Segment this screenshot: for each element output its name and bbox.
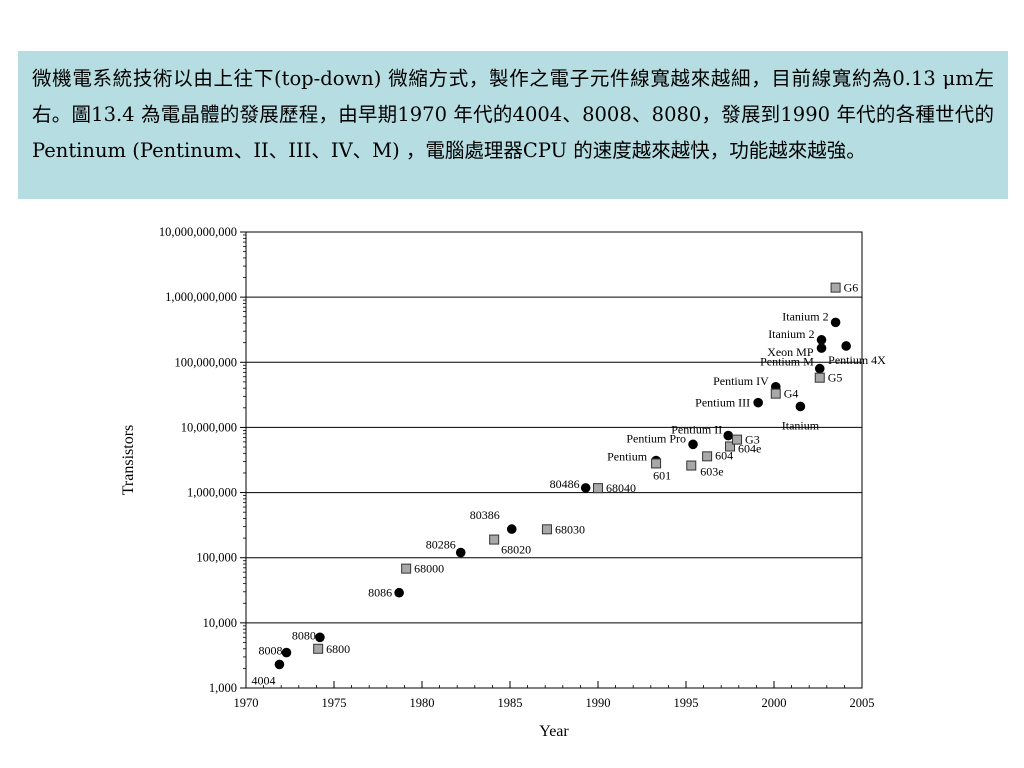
point-label: Itanium 2 bbox=[782, 309, 828, 323]
y-tick-label: 100,000,000 bbox=[175, 355, 238, 369]
circle-marker bbox=[830, 317, 841, 328]
circle-marker bbox=[841, 341, 851, 351]
point-labels: 4004 8008 8080 8086 80286 80386 80486 Pentium Pe… bbox=[251, 281, 886, 688]
point-label: Pentium 4X bbox=[828, 353, 886, 367]
point-label: G5 bbox=[828, 371, 843, 385]
circle-marker bbox=[753, 397, 763, 408]
axes: 1,000 10,000 100,000 1,000,000 10,000,000 100… bbox=[159, 225, 875, 710]
x-axis-title: Year bbox=[539, 723, 569, 740]
x-tick-label: 2000 bbox=[762, 696, 787, 710]
point-label: 8008 bbox=[258, 644, 282, 658]
point-label: 4004 bbox=[251, 673, 275, 687]
circle-marker bbox=[281, 647, 292, 658]
circle-marker bbox=[274, 659, 285, 670]
caption-box: 微機電系統技術以由上往下(top-down) 微縮方式，製作之電子元件線寬越來越… bbox=[18, 51, 1008, 199]
square-marker bbox=[401, 563, 412, 574]
caption-text: 微機電系統技術以由上往下(top-down) 微縮方式，製作之電子元件線寬越來越… bbox=[32, 67, 994, 162]
square-marker bbox=[651, 458, 662, 469]
point-label: 8086 bbox=[368, 586, 392, 600]
circle-marker bbox=[506, 524, 517, 534]
x-tick-label: 1990 bbox=[586, 696, 611, 710]
circle-marker bbox=[688, 439, 698, 450]
square-marker bbox=[830, 282, 841, 293]
point-label: 68000 bbox=[414, 562, 444, 576]
point-label: G4 bbox=[784, 387, 799, 401]
square-marker bbox=[593, 483, 603, 494]
point-label: 8080 bbox=[292, 628, 316, 642]
point-label: 68040 bbox=[606, 481, 636, 495]
y-tick-label: 1,000,000,000 bbox=[165, 290, 237, 304]
point-label: 604e bbox=[738, 441, 761, 455]
point-label: 68020 bbox=[501, 543, 531, 557]
data-points bbox=[274, 282, 851, 670]
y-tick-label: 10,000,000,000 bbox=[159, 225, 237, 239]
y-tick-label: 1,000,000 bbox=[187, 486, 237, 500]
point-label: Pentium bbox=[607, 450, 648, 464]
point-label: Itanium bbox=[782, 418, 820, 432]
y-tick-label: 10,000 bbox=[203, 616, 237, 630]
circle-marker bbox=[816, 335, 827, 345]
point-label: 68030 bbox=[555, 522, 585, 536]
x-tick-label: 2005 bbox=[850, 696, 875, 710]
y-tick-label: 100,000 bbox=[196, 551, 237, 565]
circle-marker bbox=[580, 483, 591, 493]
point-label: 601 bbox=[653, 468, 671, 482]
plot-frame bbox=[245, 231, 863, 689]
point-label: G3 bbox=[745, 433, 760, 447]
point-label: 80286 bbox=[426, 538, 456, 552]
circle-marker bbox=[394, 587, 404, 598]
x-tick-label: 1970 bbox=[234, 696, 259, 710]
point-label: Pentium Pro bbox=[626, 431, 686, 445]
point-label: Pentium III bbox=[695, 396, 750, 410]
point-label: 604 bbox=[715, 448, 733, 462]
point-label: 80386 bbox=[470, 508, 500, 522]
circle-marker bbox=[315, 632, 325, 643]
square-marker bbox=[770, 388, 781, 399]
square-marker bbox=[489, 534, 500, 545]
square-marker bbox=[702, 451, 713, 462]
grid-lines bbox=[246, 296, 862, 624]
transistor-chart: 1,000 10,000 100,000 1,000,000 10,000,000 100… bbox=[120, 225, 886, 740]
point-label: Pentium II bbox=[671, 423, 722, 437]
circle-marker bbox=[816, 343, 827, 353]
x-tick-label: 1980 bbox=[410, 696, 435, 710]
square-marker bbox=[732, 434, 743, 445]
circle-marker bbox=[455, 547, 466, 558]
point-label: Itanium 2 bbox=[768, 327, 814, 341]
point-label: 603e bbox=[700, 465, 723, 479]
circle-marker bbox=[795, 401, 806, 412]
square-marker bbox=[541, 524, 552, 535]
y-tick-label: 10,000,000 bbox=[181, 420, 237, 434]
point-label: Xeon MP bbox=[767, 345, 814, 359]
x-tick-label: 1975 bbox=[322, 696, 347, 710]
point-label: 6800 bbox=[326, 642, 350, 656]
x-tick-label: 1985 bbox=[498, 696, 523, 710]
square-marker bbox=[313, 643, 324, 654]
circle-marker bbox=[723, 430, 734, 441]
circle-marker bbox=[814, 363, 825, 374]
point-label: G6 bbox=[844, 281, 859, 295]
square-marker bbox=[686, 460, 697, 471]
y-tick-label: 1,000 bbox=[209, 681, 237, 695]
point-label: Pentium IV bbox=[713, 374, 769, 388]
square-marker bbox=[725, 441, 735, 452]
x-tick-label: 1995 bbox=[674, 696, 699, 710]
square-marker bbox=[814, 372, 825, 383]
y-axis-title: Transistors bbox=[120, 425, 137, 496]
point-label: Pentium M bbox=[760, 355, 814, 369]
point-label: 80486 bbox=[550, 477, 580, 491]
